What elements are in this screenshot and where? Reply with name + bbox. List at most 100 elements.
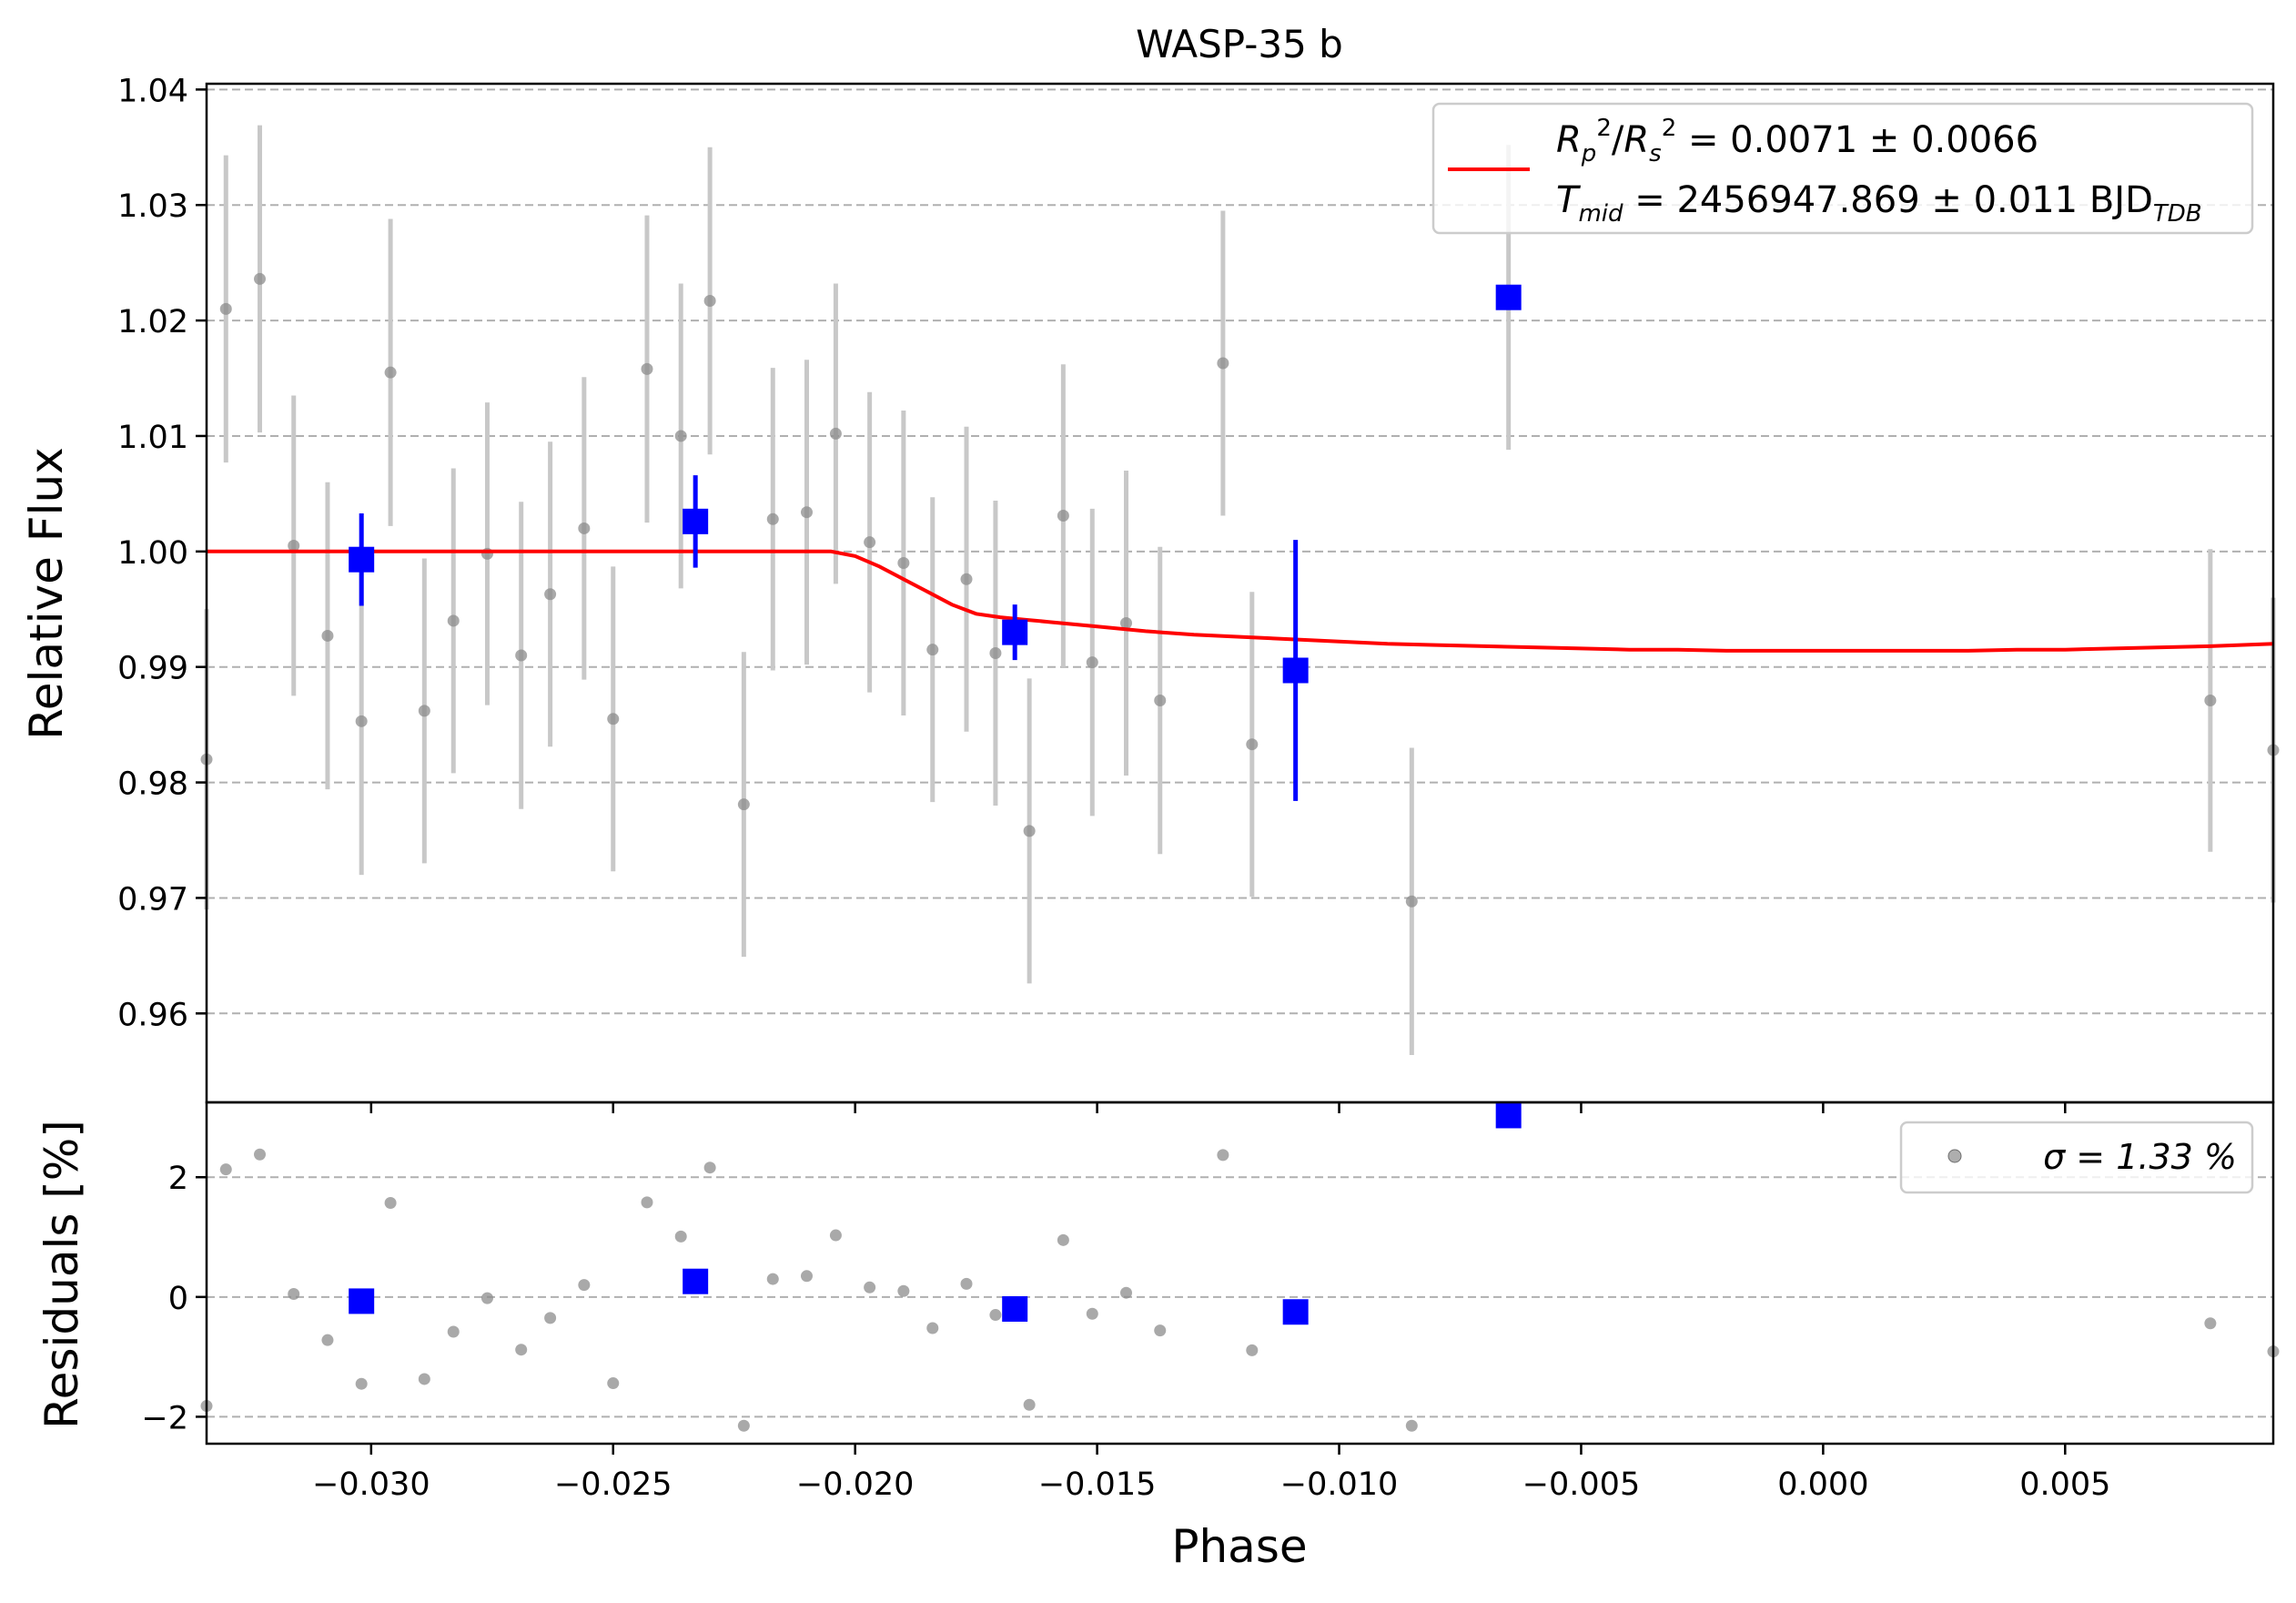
bottom-gridlines xyxy=(207,1176,2273,1418)
y-tick-label: 0.98 xyxy=(117,766,188,803)
binned-point xyxy=(1282,657,1309,684)
y-tick-label: 0.96 xyxy=(117,997,188,1033)
top-y-ticks: 0.96 0.97 0.98 0.99 1.00 1.01 1.02 1.03 1.04 xyxy=(117,73,207,1033)
bottom-legend-box xyxy=(1899,1121,2254,1194)
residual-point xyxy=(674,1230,687,1243)
raw-point xyxy=(989,646,1002,659)
raw-point xyxy=(1023,825,1036,837)
raw-point xyxy=(1057,509,1069,522)
binned-residual-point xyxy=(349,1288,375,1314)
x-tick-label: −0.030 xyxy=(312,1466,430,1503)
raw-point xyxy=(2204,694,2217,706)
residual-point xyxy=(1405,1419,1418,1432)
x-tick-label: −0.025 xyxy=(554,1466,673,1503)
y-tick-label: −2 xyxy=(141,1400,188,1436)
raw-point xyxy=(703,295,716,308)
raw-point xyxy=(544,588,557,601)
x-tick-label: −0.015 xyxy=(1038,1466,1157,1503)
raw-point xyxy=(737,798,750,811)
bottom-axes-frame xyxy=(205,1101,2275,1446)
residual-point xyxy=(384,1197,397,1210)
residual-point xyxy=(321,1334,334,1346)
raw-point xyxy=(418,705,430,717)
y-tick-label: 1.04 xyxy=(117,73,188,109)
residual-point xyxy=(254,1148,267,1161)
raw-point xyxy=(829,427,842,440)
x-tick-label: −0.020 xyxy=(796,1466,915,1503)
residual-point xyxy=(960,1277,973,1290)
raw-point xyxy=(674,430,687,442)
residual-point xyxy=(447,1325,460,1338)
top-binned-points xyxy=(349,284,1522,801)
top-model-curve xyxy=(207,549,2274,653)
top-y-label: Relative Flux xyxy=(20,447,73,739)
residual-point xyxy=(1217,1149,1229,1162)
raw-point xyxy=(1154,694,1167,706)
bottom-y-ticks: −2 0 2 xyxy=(141,1161,207,1436)
raw-point xyxy=(355,715,368,727)
y-tick-label: 2 xyxy=(168,1161,188,1197)
residual-point xyxy=(355,1377,368,1390)
residual-point xyxy=(1154,1324,1167,1337)
raw-point xyxy=(960,573,973,585)
residual-point xyxy=(578,1279,591,1292)
x-axis-label: Phase xyxy=(1171,1520,1307,1573)
binned-point xyxy=(683,508,709,534)
residual-point xyxy=(219,1163,232,1176)
residual-point xyxy=(544,1312,557,1324)
bottom-binned-points xyxy=(349,1102,1522,1325)
top-axes-frame xyxy=(205,82,2275,1104)
residual-point xyxy=(864,1281,876,1294)
raw-point xyxy=(864,536,876,549)
legend-transit-midtime: Tmid = 2456947.869 ± 0.011 BJDTDB xyxy=(1556,179,2202,228)
binned-residual-point xyxy=(1282,1299,1309,1325)
residual-point xyxy=(766,1273,779,1285)
binned-residual-point xyxy=(1002,1295,1028,1322)
residual-point xyxy=(641,1196,653,1209)
raw-point xyxy=(1086,656,1098,669)
raw-point xyxy=(607,713,620,725)
raw-point xyxy=(1405,895,1418,908)
top-legend-box xyxy=(1431,102,2254,235)
binned-point xyxy=(1002,619,1028,645)
raw-point xyxy=(321,629,334,642)
y-tick-label: 1.01 xyxy=(117,420,188,456)
binned-residual-point xyxy=(1495,1102,1522,1129)
raw-point xyxy=(288,539,300,552)
raw-point xyxy=(1120,616,1133,629)
residual-point xyxy=(989,1309,1002,1322)
y-tick-label: 0.97 xyxy=(117,881,188,918)
top-raw-points xyxy=(200,125,2280,1055)
binned-residual-point xyxy=(683,1268,709,1294)
raw-point xyxy=(384,366,397,379)
top-x-ticks xyxy=(369,1102,2067,1113)
chart-title: WASP-35 b xyxy=(1136,22,1343,66)
residual-point xyxy=(800,1270,813,1283)
x-tick-label: −0.005 xyxy=(1522,1466,1641,1503)
residual-point xyxy=(1023,1398,1036,1411)
residual-point xyxy=(2204,1317,2217,1330)
y-tick-label: 1.00 xyxy=(117,535,188,572)
legend-sigma: σ = 1.33 % xyxy=(2043,1137,2237,1177)
residual-point xyxy=(1120,1286,1133,1299)
x-tick-label: 0.000 xyxy=(1777,1466,1868,1503)
residual-point xyxy=(897,1284,910,1297)
raw-point xyxy=(447,614,460,627)
binned-point xyxy=(349,546,375,573)
raw-point xyxy=(897,557,910,570)
raw-point xyxy=(926,644,939,656)
bottom-y-label: Residuals [%] xyxy=(35,1120,88,1429)
residual-point xyxy=(1086,1307,1098,1320)
raw-point xyxy=(515,649,528,662)
top-panel: 0.96 0.97 0.98 0.99 1.00 1.01 1.02 1.03 1.04 Rel… xyxy=(20,73,2280,1113)
binned-point xyxy=(1495,284,1522,310)
raw-point xyxy=(641,362,653,375)
bottom-legend: σ = 1.33 % xyxy=(1899,1121,2254,1194)
y-tick-label: 1.02 xyxy=(117,304,188,340)
raw-point xyxy=(1217,357,1229,370)
raw-point xyxy=(766,512,779,525)
raw-point xyxy=(254,272,267,285)
raw-point xyxy=(219,302,232,315)
raw-point xyxy=(578,522,591,534)
